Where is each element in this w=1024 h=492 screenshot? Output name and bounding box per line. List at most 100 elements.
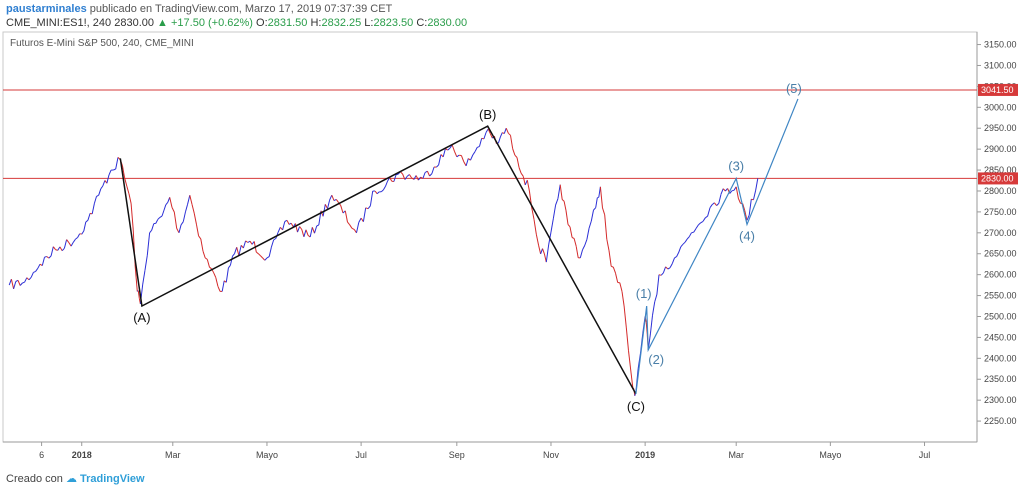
price-segment: [688, 232, 692, 237]
price-segment: [660, 272, 664, 276]
price-segment: [438, 154, 442, 166]
price-segment: [106, 174, 110, 184]
price-segment: [684, 238, 688, 243]
price-segment: [215, 277, 219, 287]
price-segment: [542, 248, 545, 255]
price-segment: [569, 226, 573, 238]
y-tick-label: 2400.00: [984, 353, 1017, 363]
price-segment: [55, 249, 58, 251]
y-tick-label: 3150.00: [984, 40, 1017, 50]
price-segment: [365, 207, 369, 210]
x-tick-label: 2018: [72, 450, 92, 460]
price-segment: [555, 198, 559, 206]
price-segment: [22, 281, 25, 284]
price-segment: [709, 204, 713, 208]
price-segment: [146, 232, 151, 256]
price-segment: [559, 184, 563, 200]
price-segment: [722, 188, 726, 192]
y-tick-label: 2250.00: [984, 416, 1017, 426]
price-segment: [79, 233, 82, 235]
level-tag: [978, 83, 1018, 96]
x-tick-label: 6: [39, 450, 44, 460]
price-segment: [705, 215, 708, 219]
price-segment: [590, 210, 594, 222]
price-segment: [535, 234, 540, 246]
price-segment: [477, 145, 480, 148]
price-segment: [358, 217, 362, 223]
price-segment: [221, 280, 225, 292]
tradingview-brand[interactable]: TradingView: [80, 473, 145, 485]
y-tick-label: 2950.00: [984, 123, 1017, 133]
price-segment: [75, 237, 78, 240]
price-segment: [545, 244, 550, 263]
price-segment: [716, 203, 720, 206]
price-segment: [28, 276, 32, 281]
price-segment: [593, 207, 597, 211]
price-segment: [498, 136, 501, 144]
price-segment: [91, 203, 95, 215]
price-segment: [331, 195, 335, 201]
price-segment: [327, 199, 331, 209]
price-segment: [142, 270, 146, 285]
price-segment: [674, 256, 677, 259]
price-segment: [236, 247, 240, 256]
x-tick-label: Jul: [919, 450, 931, 460]
price-segment: [322, 204, 326, 217]
price-segment: [682, 241, 686, 245]
y-tick-label: 2850.00: [984, 165, 1017, 175]
price-segment: [563, 201, 567, 211]
price-segment: [481, 137, 485, 140]
wave-label: (5): [786, 81, 802, 96]
price-segment: [374, 190, 378, 195]
price-segment: [510, 135, 514, 149]
price-segment: [678, 246, 682, 253]
price-segment: [505, 128, 509, 134]
price-segment: [376, 191, 380, 195]
price-segment: [17, 280, 21, 286]
created-with-text: Creado con: [6, 473, 63, 485]
price-segment: [465, 158, 469, 167]
price-segment: [195, 224, 200, 236]
footer: Creado con ☁ TradingView: [6, 472, 145, 485]
price-segment: [649, 315, 653, 334]
price-segment: [96, 194, 99, 197]
price-segment: [44, 256, 47, 258]
price-segment: [586, 228, 590, 240]
price-segment: [561, 199, 565, 202]
publish-text: publicado en TradingView.com, Marzo 17, …: [89, 3, 393, 15]
price-segment: [597, 196, 599, 199]
change-value: +17.50 (+0.62%): [171, 17, 253, 29]
price-segment: [126, 185, 130, 195]
price-segment: [165, 201, 169, 206]
price-segment: [24, 277, 28, 283]
author-link[interactable]: paustarminales: [6, 3, 87, 15]
price-segment: [144, 255, 148, 271]
price-segment: [608, 250, 612, 267]
price-segment: [567, 224, 571, 228]
price-segment: [612, 266, 616, 274]
price-segment: [85, 219, 89, 223]
price-segment: [718, 194, 722, 204]
price-segment: [37, 263, 41, 269]
price-segment: [579, 249, 583, 259]
y-tick-label: 2600.00: [984, 270, 1017, 280]
symbol-bar: CME_MINI:ES1!, 240 2830.00 ▲ +17.50 (+0.…: [6, 17, 467, 29]
price-segment: [369, 191, 374, 206]
price-segment: [57, 246, 61, 251]
x-tick-label: Mar: [165, 450, 181, 460]
price-segment: [113, 168, 116, 171]
price-segment: [503, 128, 507, 134]
y-tick-label: 2900.00: [984, 144, 1017, 154]
price-segment: [273, 237, 277, 241]
price-segment: [171, 207, 175, 213]
price-segment: [550, 218, 554, 233]
price-segment: [552, 205, 557, 219]
price-segment: [52, 246, 56, 250]
wave-abc-line: [119, 125, 637, 395]
price-segment: [485, 128, 489, 133]
price-segment: [297, 226, 301, 233]
price-segment: [35, 268, 39, 272]
price-segment: [665, 266, 669, 270]
y-axis-ticks: 3150.003100.003050.003000.002950.002900.…: [977, 40, 1017, 426]
